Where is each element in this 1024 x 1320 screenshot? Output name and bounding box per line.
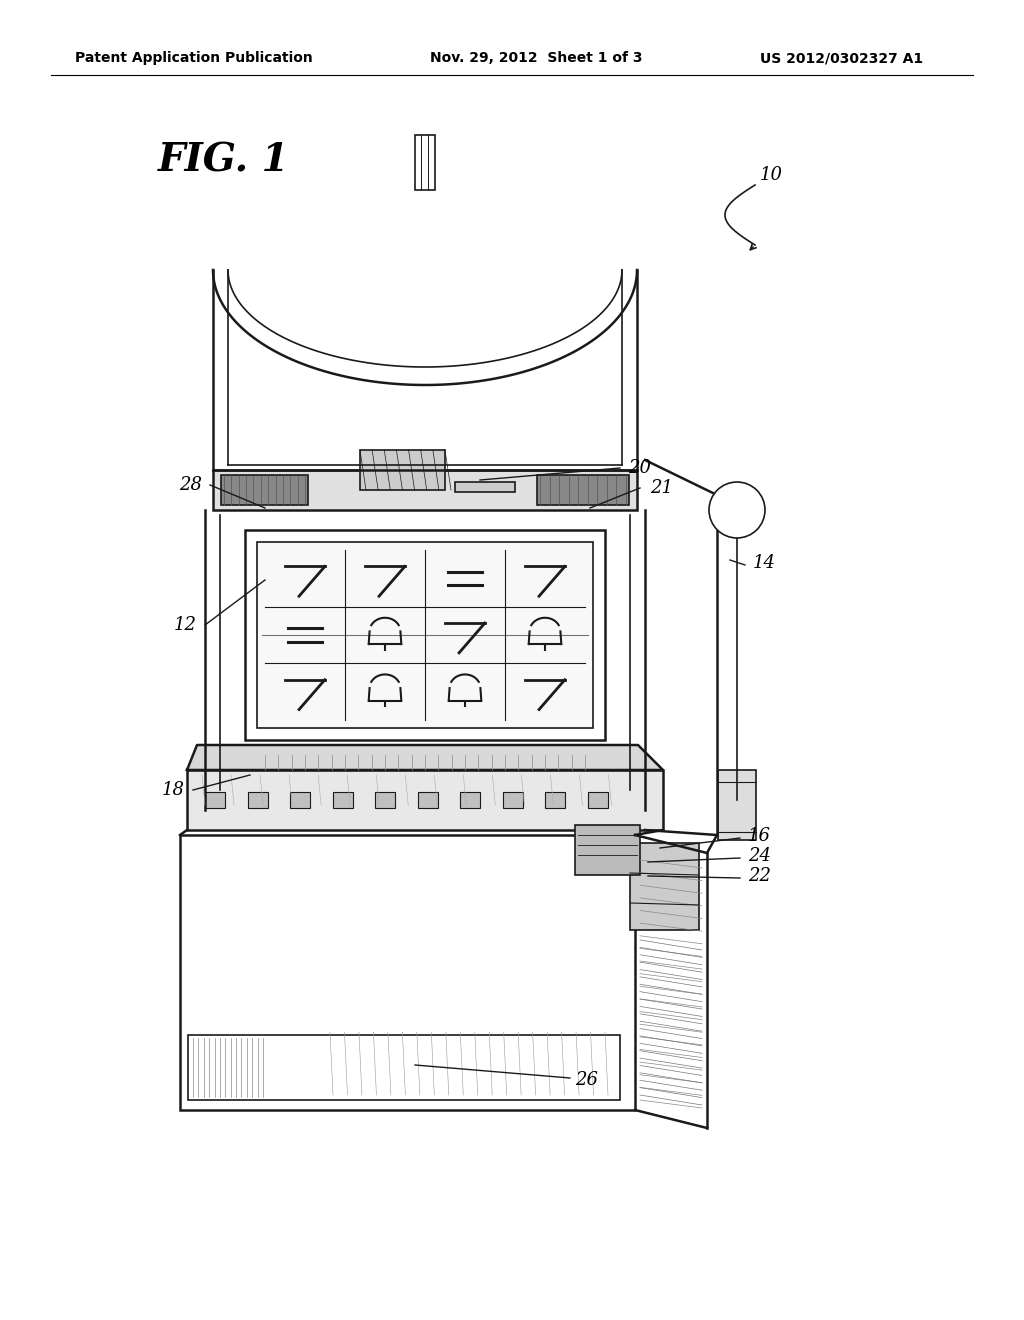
Bar: [537, 475, 629, 506]
Text: 18: 18: [162, 781, 185, 799]
Bar: [415, 135, 435, 190]
Bar: [187, 770, 663, 830]
Bar: [360, 450, 445, 490]
Bar: [213, 470, 637, 510]
Bar: [588, 792, 608, 808]
Text: 22: 22: [748, 867, 771, 884]
Text: 28: 28: [179, 477, 202, 494]
Text: 24: 24: [748, 847, 771, 865]
Text: US 2012/0302327 A1: US 2012/0302327 A1: [760, 51, 923, 65]
Text: 12: 12: [174, 616, 197, 634]
Bar: [461, 792, 480, 808]
Bar: [180, 836, 635, 1110]
Bar: [257, 543, 593, 729]
Bar: [546, 792, 565, 808]
Text: 26: 26: [575, 1071, 598, 1089]
Bar: [503, 792, 523, 808]
Text: Nov. 29, 2012  Sheet 1 of 3: Nov. 29, 2012 Sheet 1 of 3: [430, 51, 642, 65]
Text: 20: 20: [628, 459, 651, 477]
Circle shape: [709, 482, 765, 539]
Text: 16: 16: [748, 828, 771, 845]
Polygon shape: [187, 744, 663, 770]
Bar: [248, 792, 267, 808]
Bar: [188, 1035, 620, 1100]
Bar: [205, 792, 225, 808]
Bar: [418, 792, 438, 808]
Text: 10: 10: [760, 166, 783, 183]
Bar: [375, 792, 395, 808]
Bar: [718, 770, 756, 840]
Bar: [455, 482, 515, 492]
Bar: [245, 531, 605, 741]
Text: Patent Application Publication: Patent Application Publication: [75, 51, 312, 65]
Bar: [333, 792, 352, 808]
Text: 21: 21: [650, 479, 673, 498]
Bar: [630, 843, 699, 931]
Text: FIG. 1: FIG. 1: [158, 141, 290, 180]
Bar: [221, 475, 308, 506]
Bar: [575, 825, 640, 875]
Bar: [290, 792, 310, 808]
Text: 14: 14: [753, 554, 776, 572]
